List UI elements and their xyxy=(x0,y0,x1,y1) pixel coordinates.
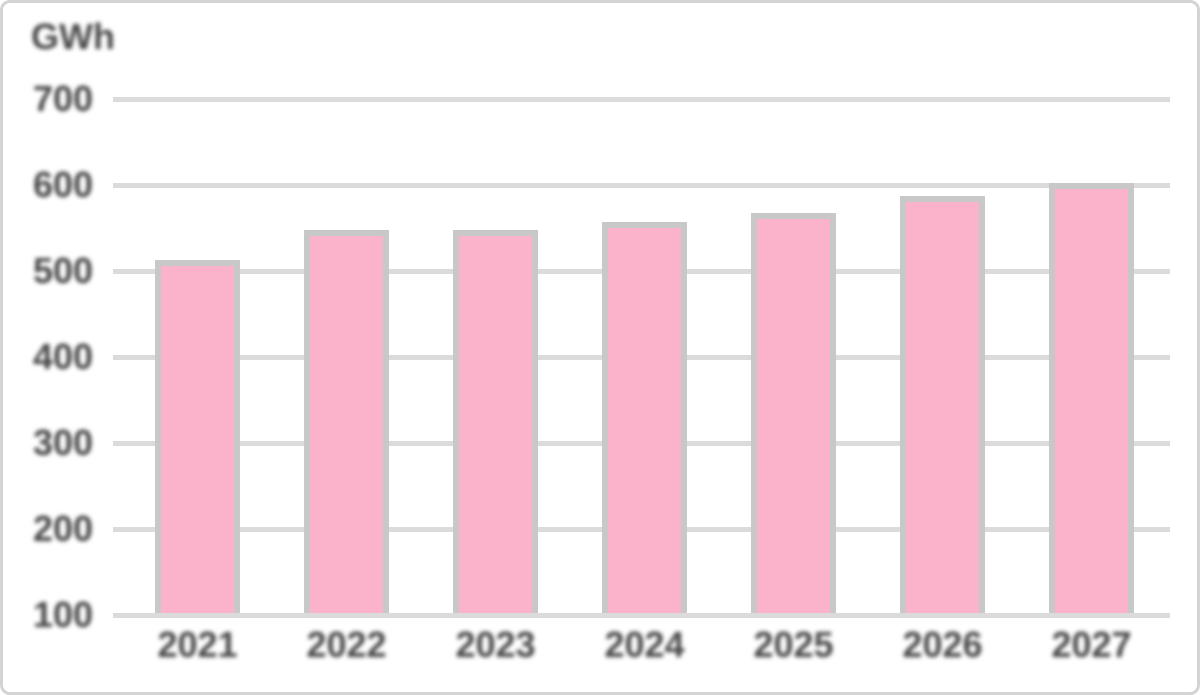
x-axis-tick-label: 2024 xyxy=(604,624,685,665)
plot-area: 700 600 500 400 300 200 100 2021 2022 2023 2024 202… xyxy=(3,3,1197,692)
gridline xyxy=(113,613,1170,618)
bar xyxy=(1049,183,1134,613)
bar xyxy=(751,213,836,613)
bar xyxy=(900,195,985,613)
x-axis-tick-label: 2022 xyxy=(306,624,387,665)
bar xyxy=(602,221,687,613)
x-axis-tick-label: 2027 xyxy=(1051,624,1132,665)
gridline xyxy=(113,183,1170,188)
x-axis-tick-label: 2026 xyxy=(902,624,983,665)
x-axis-tick-label: 2023 xyxy=(455,624,536,665)
bar xyxy=(453,230,538,613)
y-axis-tick-label: 700 xyxy=(32,78,94,119)
y-axis-tick-label: 500 xyxy=(32,250,94,291)
x-axis-tick-label: 2025 xyxy=(753,624,834,665)
y-axis-unit-label: GWh xyxy=(31,16,115,57)
y-axis-tick-label: 600 xyxy=(32,164,94,205)
y-axis-tick-label: 100 xyxy=(32,594,94,635)
y-axis-tick-label: 300 xyxy=(32,422,94,463)
bar xyxy=(304,230,389,613)
gridline xyxy=(113,97,1170,102)
bar xyxy=(155,260,240,613)
y-axis-tick-label: 200 xyxy=(32,508,94,549)
x-axis-tick-label: 2021 xyxy=(157,624,238,665)
y-axis-tick-label: 400 xyxy=(32,336,94,377)
